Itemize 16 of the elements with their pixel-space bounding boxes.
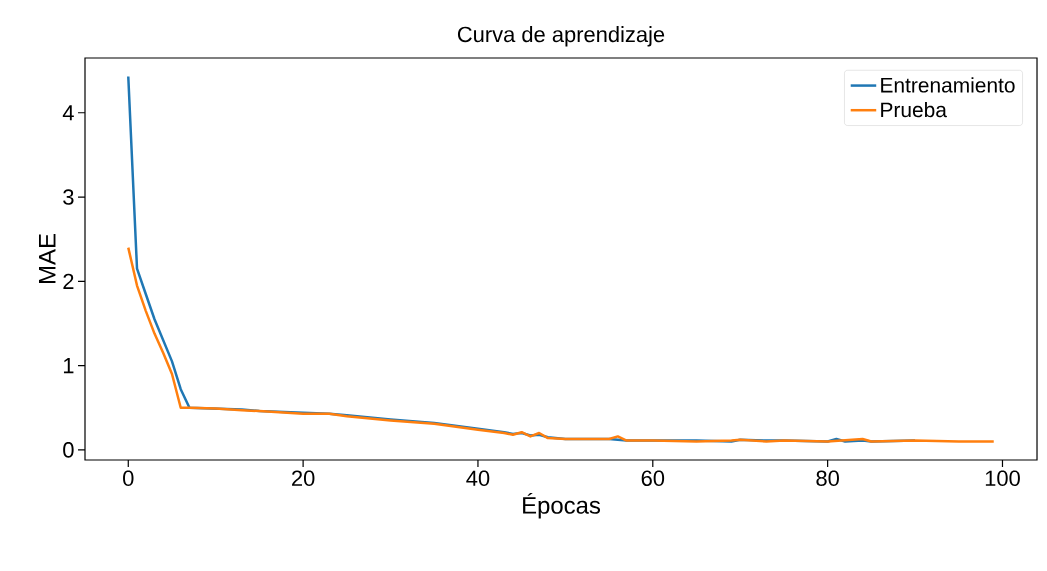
x-tick-label: 80 [816, 470, 839, 487]
y-axis-title: MAE [39, 234, 56, 283]
chart-title: Curva de aprendizaje [457, 26, 665, 47]
y-tick-label: 2 [63, 273, 74, 289]
y-tick-label: 3 [63, 189, 74, 205]
x-tick-label: 40 [466, 470, 490, 487]
y-tick-label: 0 [63, 442, 74, 458]
y-tick-label: 1 [63, 358, 74, 374]
legend-label: Entrenamiento [881, 77, 1015, 93]
x-tick-label: 60 [641, 470, 665, 487]
x-tick-label: 0 [123, 470, 134, 487]
x-tick-label: 20 [292, 470, 315, 487]
y-tick-label: 4 [62, 105, 74, 121]
x-axis-title: Épocas [523, 492, 601, 519]
legend-label: Prueba [881, 101, 947, 118]
x-tick-label: 100 [985, 470, 1020, 487]
